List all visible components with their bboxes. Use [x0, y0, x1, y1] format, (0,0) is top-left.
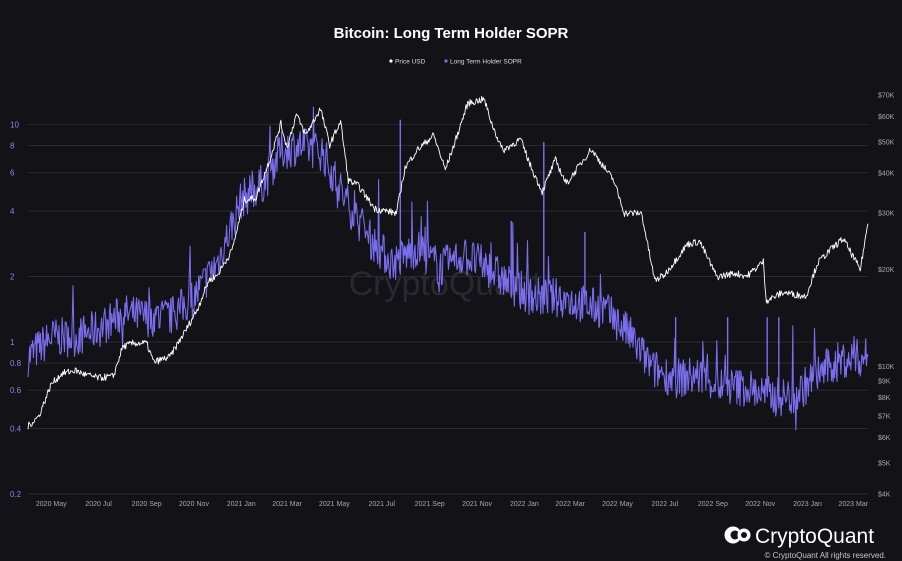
x-axis-tick-label: 2021 Jan	[227, 501, 256, 508]
x-axis-tick-label: 2023 Jan	[793, 501, 822, 508]
cryptoquant-logo-icon	[724, 526, 751, 544]
left-axis-tick-label: 2	[10, 272, 15, 281]
left-axis-tick-label: 0.4	[10, 425, 22, 434]
right-axis: $4K $5K $6K $7K $8K $9K $10K $20K $30K $40K $50K $6…	[878, 93, 895, 499]
right-axis-tick-label: $8K	[878, 395, 891, 402]
right-axis-tick-label: $9K	[878, 378, 891, 385]
x-axis-tick-label: 2021 Sep	[415, 501, 445, 508]
gridlines	[28, 123, 868, 495]
left-axis-tick-label: 0.6	[10, 386, 22, 395]
right-axis-tick-label: $40K	[878, 171, 895, 178]
series-line-price	[27, 95, 869, 430]
legend-label-sopr: Long Term Holder SOPR	[450, 58, 522, 65]
x-axis-tick-label: 2020 Nov	[179, 501, 209, 508]
right-axis-tick-label: $60K	[878, 114, 895, 121]
x-axis: 2020 May 2020 Jul 2020 Sep 2020 Nov 2021 Jan…	[36, 501, 869, 508]
series-line-sopr	[27, 106, 869, 431]
right-axis-tick-label: $50K	[878, 139, 895, 146]
x-axis-tick-label: 2023 Mar	[838, 501, 868, 508]
left-axis-tick-label: 8	[10, 141, 15, 150]
cryptoquant-logo: CryptoQuant	[724, 525, 874, 548]
right-axis-tick-label: $4K	[878, 492, 891, 499]
right-axis-tick-label: $10K	[878, 364, 895, 371]
left-axis-tick-label: 10	[10, 120, 19, 129]
x-axis-tick-label: 2020 Jul	[85, 501, 112, 508]
right-axis-tick-label: $6K	[878, 435, 891, 442]
right-axis-tick-label: $70K	[878, 93, 895, 100]
x-axis-tick-label: 2022 Mar	[555, 501, 585, 508]
x-axis-tick-label: 2021 Mar	[272, 501, 302, 508]
left-axis: 0.2 0.4 0.6 0.8 1 2 4 6 8 10	[10, 120, 22, 499]
left-axis-tick-label: 0.8	[10, 359, 22, 368]
x-axis-tick-label: 2021 Jul	[368, 501, 395, 508]
left-axis-tick-label: 6	[10, 169, 15, 178]
left-axis-tick-label: 1	[10, 338, 15, 347]
x-axis-tick-label: 2021 Nov	[462, 501, 492, 508]
x-axis-tick-label: 2022 May	[602, 501, 633, 508]
x-axis-tick-label: 2020 May	[36, 501, 67, 508]
legend-marker-price	[389, 59, 393, 63]
x-axis-tick-label: 2020 Sep	[132, 501, 162, 508]
right-axis-tick-label: $20K	[878, 267, 895, 274]
left-axis-tick-label: 4	[10, 207, 15, 216]
chart-title: Bitcoin: Long Term Holder SOPR	[334, 25, 569, 42]
copyright-text: © CryptoQuant All rights reserved.	[765, 551, 887, 560]
x-axis-tick-label: 2022 Jan	[510, 501, 539, 508]
right-axis-tick-label: $7K	[878, 414, 891, 421]
x-axis-tick-label: 2021 May	[319, 501, 350, 508]
x-axis-tick-label: 2022 Jul	[652, 501, 679, 508]
right-axis-tick-label: $5K	[878, 460, 891, 467]
x-axis-tick-label: 2022 Sep	[698, 501, 728, 508]
left-axis-tick-label: 0.2	[10, 490, 22, 499]
x-axis-tick-label: 2022 Nov	[745, 501, 775, 508]
plot-area	[27, 95, 869, 431]
legend: Price USD Long Term Holder SOPR	[389, 58, 522, 65]
brand-logo-text: CryptoQuant	[755, 525, 874, 548]
legend-marker-sopr	[444, 59, 448, 63]
legend-label-price: Price USD	[395, 58, 426, 65]
right-axis-tick-label: $30K	[878, 211, 895, 218]
